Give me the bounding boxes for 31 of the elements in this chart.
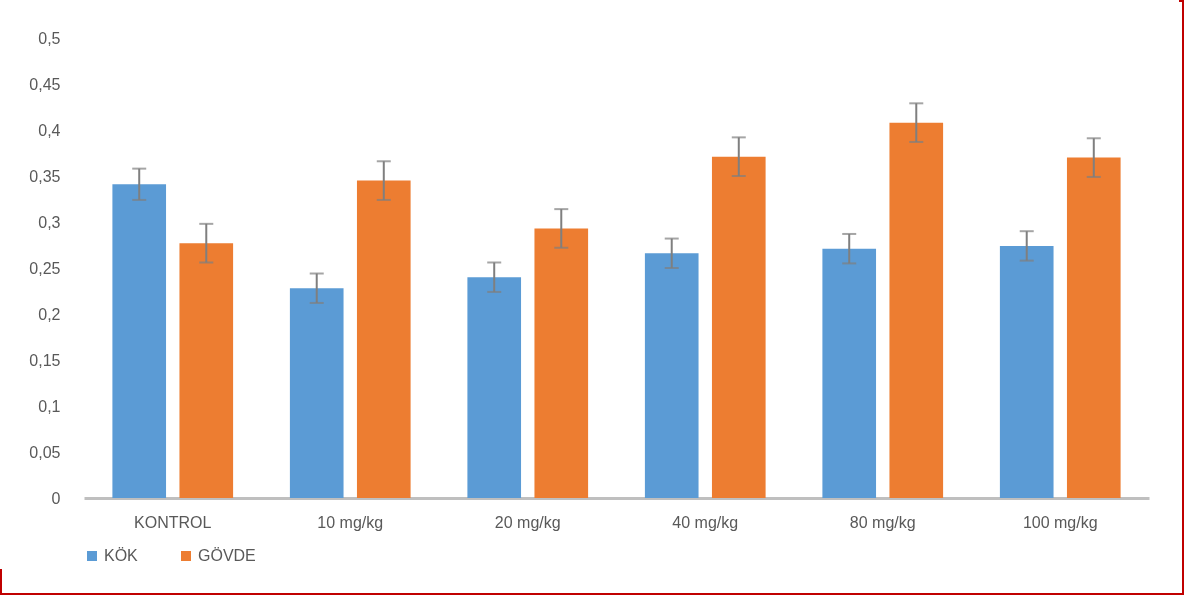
y-tick-label: 0,05 bbox=[29, 443, 61, 461]
y-tick-label: 0,3 bbox=[38, 213, 61, 231]
x-tick-label: 10 mg/kg bbox=[317, 513, 384, 531]
bar bbox=[289, 288, 344, 498]
y-tick-label: 0,25 bbox=[29, 259, 61, 277]
bar bbox=[467, 277, 522, 498]
y-tick-label: 0,15 bbox=[29, 351, 61, 369]
x-tick-label: 40 mg/kg bbox=[672, 513, 739, 531]
y-tick-label: 0,4 bbox=[38, 121, 61, 139]
x-tick-label: 100 mg/kg bbox=[1022, 513, 1098, 531]
bar bbox=[822, 248, 877, 498]
y-tick-label: 0,2 bbox=[38, 305, 61, 323]
y-tick-label: 0,5 bbox=[38, 29, 61, 47]
bar bbox=[356, 180, 411, 498]
bar bbox=[999, 245, 1054, 498]
y-tick-label: 0,45 bbox=[29, 75, 61, 93]
legend-label: KÖK bbox=[104, 547, 139, 564]
bar bbox=[644, 253, 699, 498]
y-tick-label: 0,35 bbox=[29, 167, 61, 185]
bar bbox=[112, 184, 167, 498]
x-tick-label: KONTROL bbox=[134, 513, 212, 531]
y-tick-label: 0,1 bbox=[38, 397, 61, 415]
legend-label: GÖVDE bbox=[198, 547, 256, 564]
bar bbox=[711, 156, 766, 498]
bar bbox=[1066, 157, 1121, 498]
y-tick-label: 0 bbox=[51, 489, 61, 507]
bar bbox=[179, 243, 234, 498]
x-tick-label: 20 mg/kg bbox=[494, 513, 561, 531]
bar bbox=[534, 228, 589, 498]
bar bbox=[889, 122, 944, 498]
x-tick-label: 80 mg/kg bbox=[849, 513, 916, 531]
